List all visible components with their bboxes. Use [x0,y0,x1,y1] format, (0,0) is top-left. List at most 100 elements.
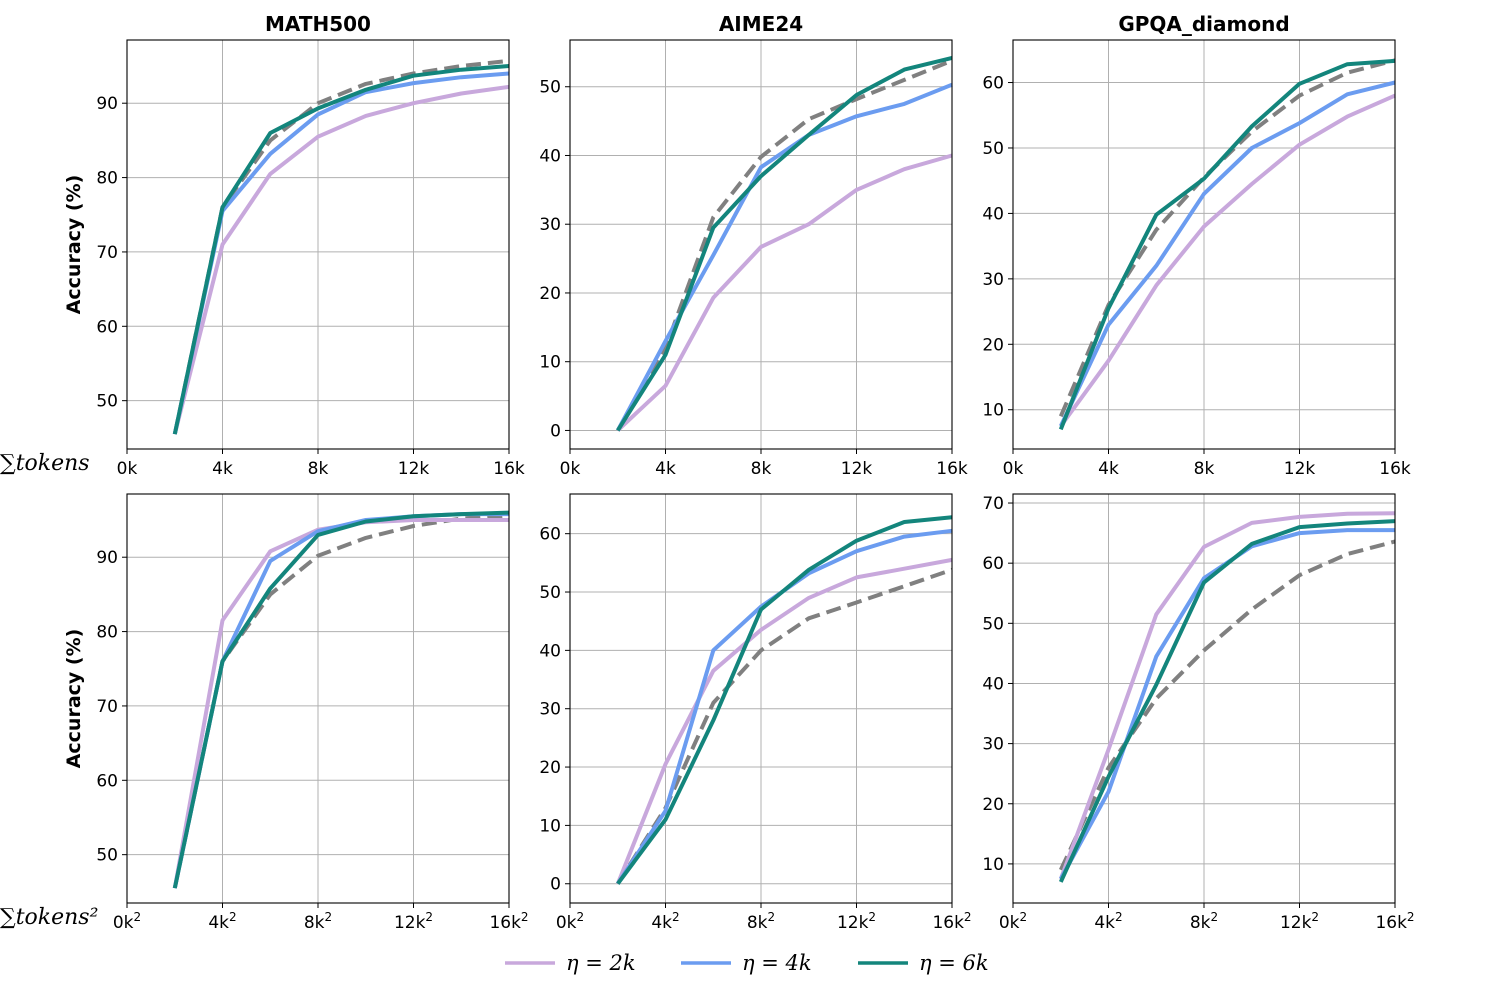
x-tick-label: 16k [1379,459,1411,479]
y-tick-label: 50 [539,583,561,603]
x-tick-label: 16k [936,459,968,479]
series-line-6k [172,510,510,889]
y-tick-label: 70 [96,697,118,717]
y-tick-label: 90 [96,548,118,568]
y-tick-label: 50 [982,614,1004,634]
x-tick-label: 4k2 [1094,910,1122,933]
x-tick-label: 12k2 [394,910,433,933]
x-tick-label: 8k2 [304,910,332,933]
x-tick-label: 4k [655,459,676,479]
series-line-6k [1058,519,1396,883]
series-line-6k [616,515,953,885]
x-tick-label: 0k [117,459,138,479]
chart-panel-2: 0k 4k 8k 12k 16k 0 10 20 30 40 50 AIME24 [539,12,968,479]
y-tick-label: 50 [539,78,561,98]
y-tick-label: 10 [982,855,1004,875]
y-tick-label: 10 [539,353,561,373]
x-tick-label: 0k2 [113,910,141,933]
y-tick-label: 30 [982,735,1004,755]
series-line-2k [616,153,953,432]
x-tick-label: 16k2 [489,910,528,933]
y-tick-label: 70 [96,243,118,263]
chart-panel-1: 0k 4k 8k 12k 16k 50 60 70 80 90 MATH500 Accuracy (%… [63,12,525,479]
y-tick-label: 60 [96,771,118,791]
x-tick-label: 16k [493,459,525,479]
y-tick-label: 50 [982,139,1004,159]
x-tick-label: 0k [560,459,581,479]
y-tick-label: 20 [539,284,561,304]
x-tick-label: 12k2 [1280,910,1319,933]
x-tick-label: 12k [841,459,873,479]
y-tick-label: 90 [96,94,118,114]
chart-title: MATH500 [265,12,371,36]
chart-panel-3: 0k 4k 8k 12k 16k 10 20 30 40 50 60 GPQA_diamond [982,12,1411,479]
series-line-4k [616,82,953,432]
y-tick-label: 60 [96,317,118,337]
row-xlabels: ∑tokens ∑tokens² [0,451,98,930]
chart-title: AIME24 [719,12,803,36]
series-line-baseline [172,513,510,889]
y-tick-label: 30 [982,270,1004,290]
x-tick-label: 12k [1284,459,1316,479]
y-axis-label: Accuracy (%) [63,175,85,315]
y-tick-label: 60 [539,525,561,545]
row-xlabel-top: ∑tokens [0,451,90,476]
x-tick-label: 4k [1098,459,1119,479]
series-line-4k [1059,528,1395,880]
series-line-4k [1058,80,1396,427]
series-line-2k [172,84,510,435]
series-line-6k [172,64,510,435]
x-tick-label: 12k [398,459,430,479]
y-tick-label: 50 [96,392,118,412]
y-tick-label: 70 [982,494,1004,514]
y-tick-label: 20 [982,335,1004,355]
chart-panels: 0k 4k 8k 12k 16k 50 60 70 80 90 MATH500 Accuracy (%… [63,12,1415,933]
chart-panel-5: 0k2 4k2 8k2 12k2 16k2 0 10 20 30 40 50 60 [539,493,972,933]
x-tick-label: 16k2 [932,910,971,933]
y-tick-label: 10 [982,401,1004,421]
x-tick-label: 8k2 [1190,910,1218,933]
series-line-4k [172,512,509,889]
legend-label-eta-4k: η = 4k [742,951,812,975]
series-line-2k [172,518,509,889]
y-tick-label: 30 [539,700,561,720]
y-tick-label: 50 [96,846,118,866]
y-tick-label: 20 [539,758,561,778]
y-tick-label: 40 [982,674,1004,694]
series-line-baseline [172,58,510,435]
series-line-6k [1058,58,1396,431]
y-tick-label: 80 [96,169,118,189]
x-tick-label: 0k2 [556,910,584,933]
series-line-6k [616,55,953,432]
series-line-2k [615,557,953,885]
y-tick-label: 40 [982,204,1004,224]
y-tick-label: 0 [550,875,561,895]
y-tick-label: 60 [982,74,1004,94]
x-tick-label: 8k [308,459,329,479]
x-tick-label: 0k2 [999,910,1027,933]
series-line-baseline [616,58,953,432]
x-tick-label: 4k2 [651,910,679,933]
row-xlabel-bottom: ∑tokens² [0,905,98,930]
series-line-2k [1059,93,1396,428]
series-line-2k [1058,511,1396,880]
y-tick-label: 10 [539,816,561,836]
series-line-4k [172,71,510,435]
x-tick-label: 4k [212,459,233,479]
y-tick-label: 0 [550,421,561,441]
chart-panel-4: 0k2 4k2 8k2 12k2 16k2 50 60 70 80 90 Accuracy (%) [63,493,529,933]
x-tick-label: 8k [751,459,772,479]
y-tick-label: 60 [982,554,1004,574]
legend-label-eta-2k: η = 2k [566,951,636,975]
x-tick-label: 8k [1194,459,1215,479]
x-tick-label: 0k [1003,459,1024,479]
y-tick-label: 40 [539,641,561,661]
x-tick-label: 16k2 [1375,910,1414,933]
y-tick-label: 30 [539,215,561,235]
series-line-4k [616,528,953,885]
y-tick-label: 40 [539,146,561,166]
chart-title: GPQA_diamond [1118,12,1289,36]
series-line-baseline [1058,58,1396,418]
series-line-baseline [1058,539,1396,871]
